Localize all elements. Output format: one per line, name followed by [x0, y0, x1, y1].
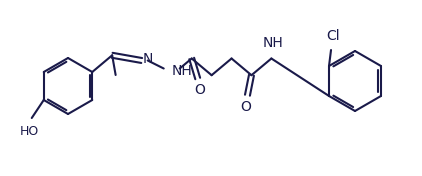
Text: HO: HO [20, 125, 39, 138]
Text: N: N [143, 52, 153, 67]
Text: Cl: Cl [326, 29, 340, 43]
Text: NH: NH [263, 36, 284, 51]
Text: O: O [240, 100, 251, 114]
Text: NH: NH [172, 64, 192, 78]
Text: O: O [194, 83, 205, 98]
